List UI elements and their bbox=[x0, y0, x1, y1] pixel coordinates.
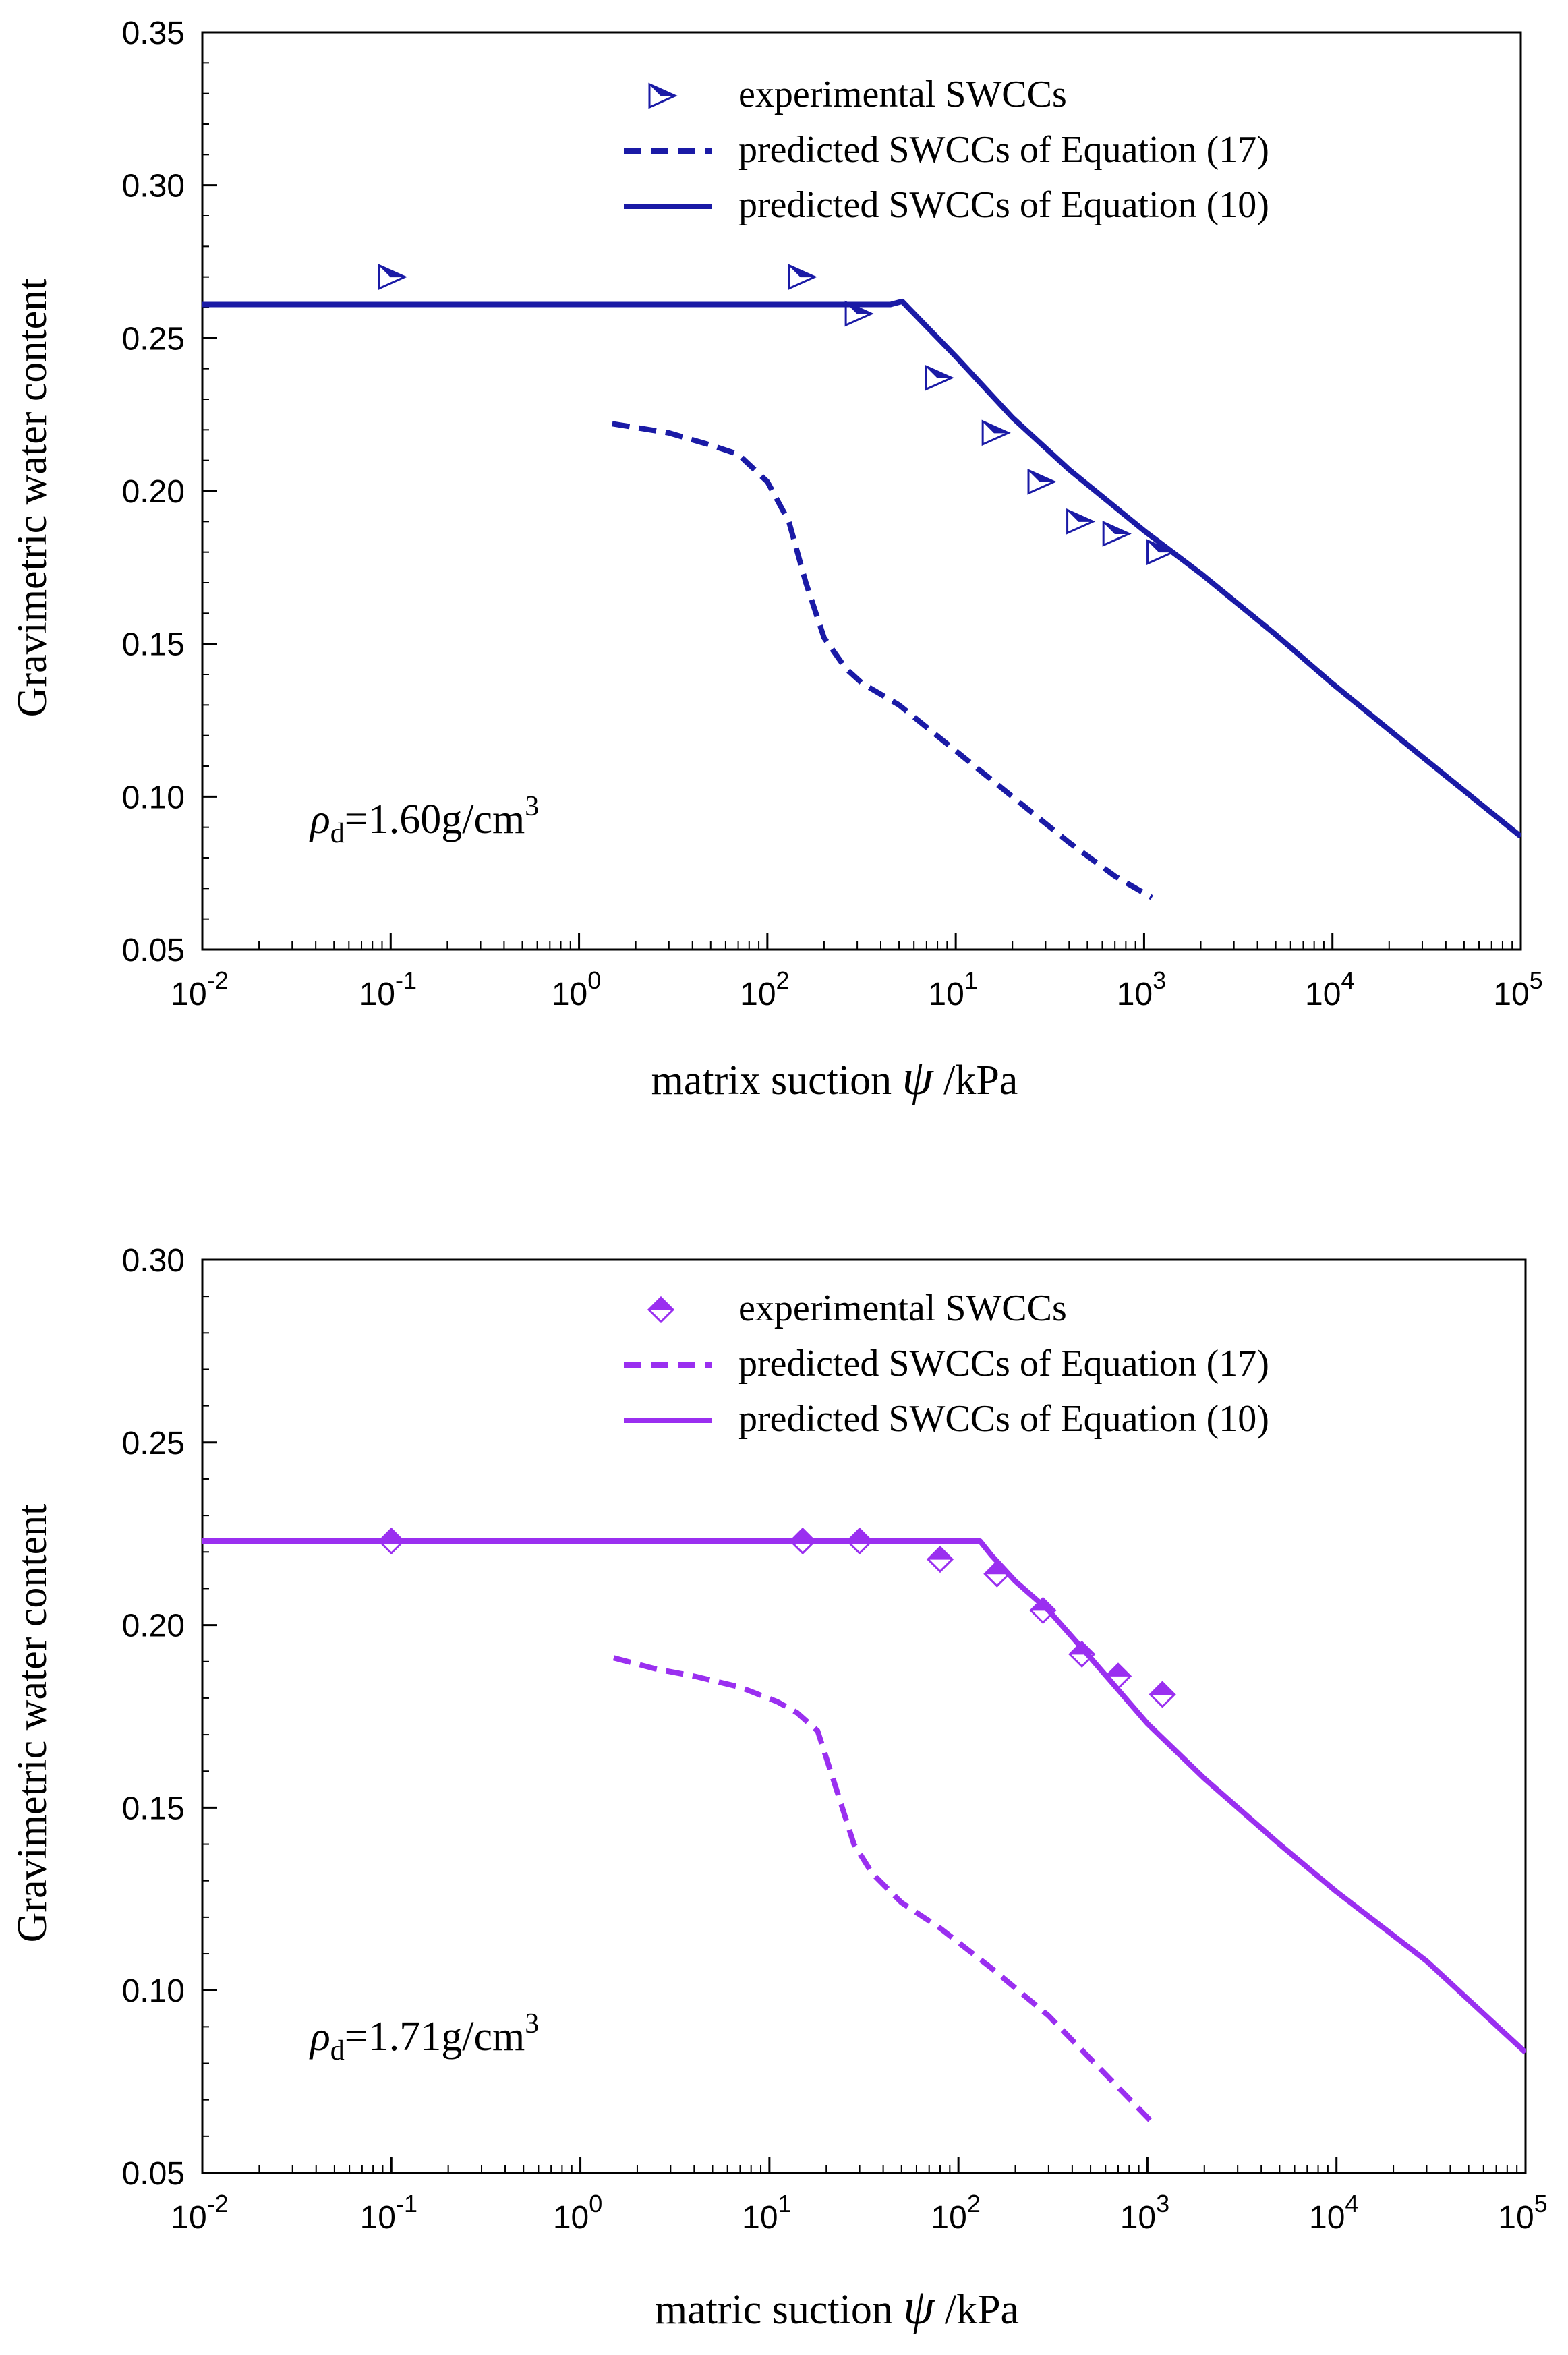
legend-entry-label: predicted SWCCs of Equation (17) bbox=[738, 129, 1269, 171]
series-experimental bbox=[378, 1527, 1176, 1708]
density-annotation: ρd=1.60g/cm3 bbox=[309, 791, 539, 849]
legend: experimental SWCCs predicted SWCCs of Equ… bbox=[624, 1287, 1269, 1440]
y-tick-label: 0.30 bbox=[122, 1243, 185, 1279]
x-tick-label: 103 bbox=[1117, 966, 1166, 1012]
charts-root: 10-2 10-1 100 102 101 103 104 105 0.05 0.10 0.15 0.… bbox=[9, 16, 1548, 2335]
x-tick-label: 10-2 bbox=[171, 966, 228, 1012]
x-axis-title: matrix suction ψ /kPa bbox=[651, 1050, 1018, 1105]
legend-entry-label: experimental SWCCs bbox=[738, 1287, 1067, 1329]
y-tick-label: 0.15 bbox=[122, 627, 185, 663]
data-point-marker-fill bbox=[1149, 1681, 1175, 1695]
series-line-eq10 bbox=[202, 298, 1521, 839]
y-tick-label: 0.30 bbox=[122, 169, 185, 204]
series-experimental bbox=[378, 264, 1176, 565]
legend: experimental SWCCs predicted SWCCs of Equ… bbox=[624, 74, 1269, 226]
y-tick-label: 0.05 bbox=[122, 2156, 185, 2192]
chart-1: 10-2 10-1 100 102 101 103 104 105 0.05 0.10 0.15 0.… bbox=[9, 16, 1543, 1105]
density-annotation: ρd=1.71g/cm3 bbox=[309, 2008, 539, 2066]
x-tick-label: 100 bbox=[552, 966, 601, 1012]
x-tick-label: 104 bbox=[1309, 2190, 1358, 2236]
x-axis-title: matric suction ψ /kPa bbox=[655, 2279, 1019, 2335]
legend-entry-label: predicted SWCCs of Equation (17) bbox=[738, 1343, 1269, 1385]
legend-entry-label: predicted SWCCs of Equation (10) bbox=[738, 184, 1269, 226]
x-tick-label: 105 bbox=[1498, 2190, 1547, 2236]
data-point-marker-fill bbox=[1103, 522, 1130, 534]
x-tick-label: 105 bbox=[1493, 966, 1542, 1012]
x-tick-label: 10-1 bbox=[359, 966, 417, 1012]
series-line-eq17 bbox=[612, 421, 1154, 900]
x-tick-label: 101 bbox=[928, 966, 977, 1012]
legend-entry-label: experimental SWCCs bbox=[738, 74, 1067, 115]
x-tick-label: 103 bbox=[1120, 2190, 1169, 2236]
y-tick-label: 0.10 bbox=[122, 1973, 185, 2009]
y-tick-label: 0.15 bbox=[122, 1791, 185, 1826]
x-tick-label: 102 bbox=[740, 966, 789, 1012]
data-point-marker-fill bbox=[378, 265, 405, 278]
x-tick-label: 10-2 bbox=[171, 2190, 228, 2236]
x-tick-label: 104 bbox=[1305, 966, 1354, 1012]
y-tick-label: 0.20 bbox=[122, 474, 185, 510]
y-tick-label: 0.20 bbox=[122, 1608, 185, 1644]
x-tick-label: 101 bbox=[742, 2190, 791, 2236]
x-tick-label: 102 bbox=[931, 2190, 980, 2236]
series-line-eq10 bbox=[202, 1538, 1526, 2055]
y-tick-label: 0.25 bbox=[122, 321, 185, 357]
data-point-marker-fill bbox=[788, 265, 815, 278]
y-tick-label: 0.35 bbox=[122, 16, 185, 51]
chart-2: 10-2 10-1 100 101 102 103 104 105 0.05 0.10 0.15 0.… bbox=[9, 1243, 1548, 2335]
x-tick-label: 10-1 bbox=[360, 2190, 417, 2236]
y-tick-label: 0.25 bbox=[122, 1426, 185, 1461]
data-point-marker-fill bbox=[927, 1546, 954, 1560]
data-point-marker-fill bbox=[1028, 469, 1055, 482]
data-point-marker-fill bbox=[1105, 1663, 1132, 1677]
y-axis-title: Gravimetric water content bbox=[9, 1504, 55, 1943]
data-point-marker-fill bbox=[982, 421, 1009, 434]
legend-marker-fill bbox=[649, 84, 676, 96]
x-tick-label: 100 bbox=[553, 2190, 602, 2236]
data-point-marker-fill bbox=[1067, 509, 1093, 522]
y-tick-label: 0.10 bbox=[122, 780, 185, 815]
y-axis-title: Gravimetric water content bbox=[9, 279, 55, 718]
series-line-eq17 bbox=[612, 1655, 1157, 2128]
y-tick-label: 0.05 bbox=[122, 933, 185, 968]
data-point-marker-fill bbox=[925, 366, 952, 378]
legend-marker-fill bbox=[647, 1297, 674, 1310]
plot-frame bbox=[201, 1258, 1527, 2174]
legend-entry-label: predicted SWCCs of Equation (10) bbox=[738, 1398, 1269, 1440]
